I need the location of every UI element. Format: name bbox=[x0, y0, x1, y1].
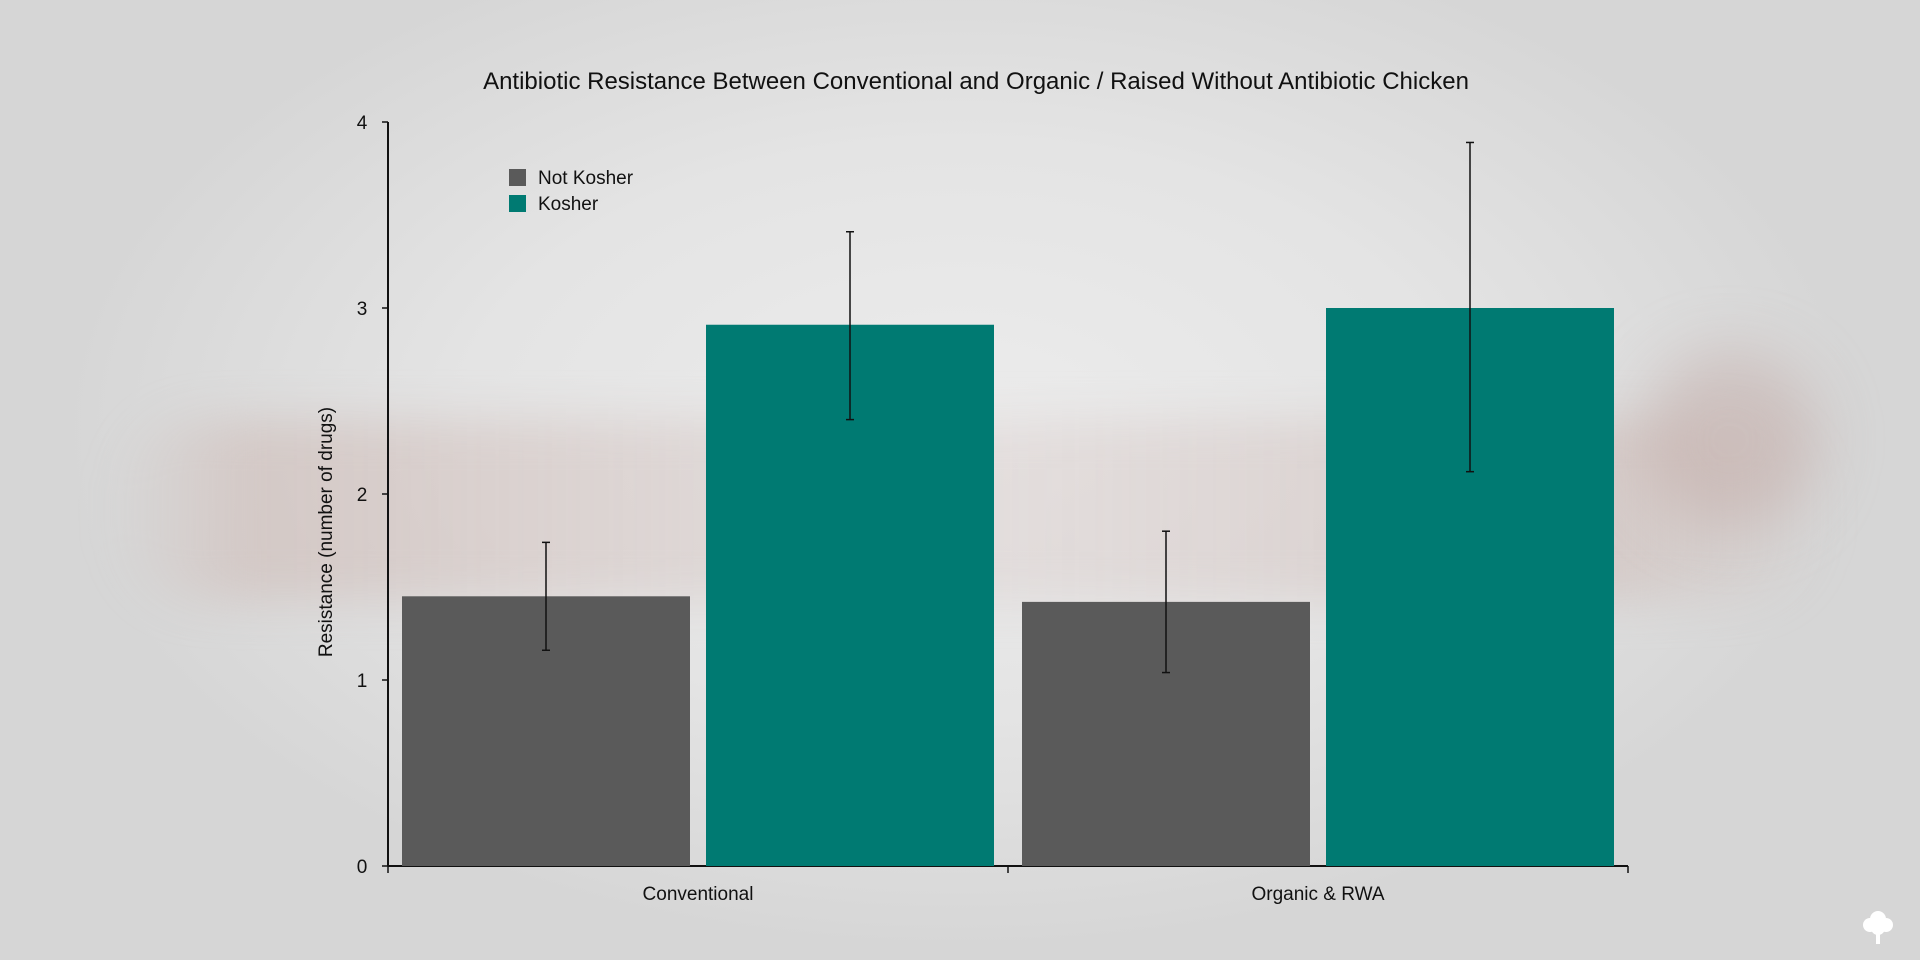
legend-label: Kosher bbox=[538, 194, 599, 215]
chart-title: Antibiotic Resistance Between Convention… bbox=[483, 68, 1469, 95]
legend-label: Not Kosher bbox=[538, 168, 634, 189]
x-tick-label: Organic & RWA bbox=[1251, 884, 1384, 905]
x-tick-label: Conventional bbox=[643, 884, 754, 905]
legend: Not Kosher Kosher bbox=[509, 168, 634, 215]
y-tick-label: 3 bbox=[357, 299, 368, 320]
background-blur-blob bbox=[1640, 350, 1820, 530]
bars bbox=[402, 141, 1614, 866]
legend-swatch bbox=[509, 195, 526, 212]
tree-icon bbox=[1863, 911, 1893, 944]
y-tick-label: 0 bbox=[357, 857, 368, 878]
y-tick-label: 4 bbox=[357, 113, 368, 134]
y-axis-label: Resistance (number of drugs) bbox=[316, 407, 337, 657]
y-tick-label: 2 bbox=[357, 485, 368, 506]
legend-swatch bbox=[509, 169, 526, 186]
y-tick-label: 1 bbox=[357, 671, 368, 692]
